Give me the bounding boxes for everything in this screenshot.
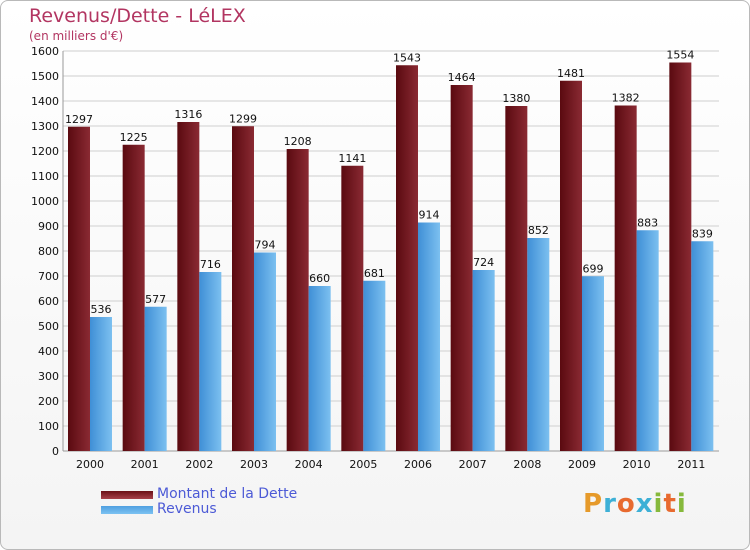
data-label-revenus-2011: 839 — [692, 227, 713, 240]
x-tick-label-2005: 2005 — [349, 458, 377, 471]
y-tick-label-1600: 1600 — [31, 45, 59, 58]
data-label-revenus-2001: 577 — [145, 293, 166, 306]
data-label-revenus-2002: 716 — [200, 258, 221, 271]
bar-dette-2006 — [396, 65, 418, 451]
y-tick-label-500: 500 — [38, 320, 59, 333]
x-tick-label-2011: 2011 — [677, 458, 705, 471]
y-tick-label-0: 0 — [52, 445, 59, 458]
chart-title: Revenus/Dette - LéLEX — [29, 5, 246, 27]
data-label-revenus-2007: 724 — [473, 256, 494, 269]
y-tick-label-200: 200 — [38, 395, 59, 408]
data-label-dette-2008: 1380 — [502, 92, 530, 105]
data-label-revenus-2006: 914 — [419, 209, 440, 222]
data-label-dette-2001: 1225 — [120, 131, 148, 144]
x-tick-label-2000: 2000 — [76, 458, 104, 471]
labels: 0 100 200 300 400 500 600 700 800 900 1000 1100 1200… — [31, 45, 713, 471]
bar-revenus-2000 — [90, 317, 112, 451]
bar-revenus-2007 — [472, 270, 495, 451]
y-tick-label-1100: 1100 — [31, 170, 59, 183]
logo-letter: i — [653, 489, 664, 519]
logo-letter: t — [663, 489, 677, 519]
y-tick-label-1300: 1300 — [31, 120, 59, 133]
bar-revenus-2011 — [691, 241, 714, 451]
bar-dette-2011 — [669, 62, 692, 451]
x-tick-label-2006: 2006 — [404, 458, 432, 471]
logo-letter: o — [616, 489, 636, 519]
bars — [68, 62, 714, 451]
y-tick-label-300: 300 — [38, 370, 59, 383]
legend-swatch-dette — [101, 491, 153, 499]
bar-dette-2004 — [286, 149, 309, 451]
logo-letter: r — [603, 489, 617, 519]
data-label-dette-2000: 1297 — [65, 113, 93, 126]
data-label-dette-2011: 1554 — [666, 49, 694, 62]
data-label-revenus-2004: 660 — [309, 272, 330, 285]
bar-dette-2005 — [341, 165, 364, 451]
logo-letter: x — [635, 489, 654, 519]
y-tick-label-600: 600 — [38, 295, 59, 308]
legend-swatch-revenus — [101, 506, 153, 514]
proxiti-logo: Proxiti — [583, 489, 687, 519]
data-label-revenus-2000: 536 — [91, 303, 112, 316]
y-tick-label-100: 100 — [38, 420, 59, 433]
y-tick-label-1200: 1200 — [31, 145, 59, 158]
y-tick-label-700: 700 — [38, 270, 59, 283]
y-tick-label-800: 800 — [38, 245, 59, 258]
bar-revenus-2010 — [636, 230, 659, 451]
bar-dette-2003 — [232, 126, 254, 451]
data-label-dette-2002: 1316 — [174, 108, 202, 121]
bar-revenus-2001 — [144, 306, 167, 451]
data-label-dette-2003: 1299 — [229, 112, 257, 125]
bar-dette-2008 — [505, 106, 528, 451]
bar-revenus-2008 — [527, 238, 550, 451]
bar-dette-2000 — [68, 126, 90, 451]
bar-revenus-2004 — [308, 286, 331, 451]
data-label-dette-2006: 1543 — [393, 51, 421, 64]
data-label-revenus-2005: 681 — [364, 267, 385, 280]
bar-dette-2007 — [450, 85, 473, 451]
legend-label-dette: Montant de la Dette — [157, 486, 298, 502]
logo-letter: i — [676, 489, 687, 519]
x-tick-label-2007: 2007 — [459, 458, 487, 471]
y-tick-label-1000: 1000 — [31, 195, 59, 208]
bar-revenus-2003 — [254, 252, 276, 451]
bar-dette-2009 — [560, 80, 582, 451]
chart-subtitle: (en milliers d'€) — [29, 29, 124, 43]
y-tick-label-1400: 1400 — [31, 95, 59, 108]
bar-revenus-2002 — [199, 272, 222, 451]
x-tick-label-2003: 2003 — [240, 458, 268, 471]
legend-label-revenus: Revenus — [157, 501, 217, 517]
data-label-revenus-2003: 794 — [255, 239, 276, 252]
grid — [62, 50, 719, 452]
x-tick-label-2010: 2010 — [623, 458, 651, 471]
bar-dette-2002 — [177, 122, 200, 451]
x-tick-label-2008: 2008 — [513, 458, 541, 471]
bar-dette-2010 — [614, 105, 637, 451]
bar-dette-2001 — [122, 144, 145, 451]
x-tick-label-2004: 2004 — [295, 458, 323, 471]
x-tick-label-2001: 2001 — [131, 458, 159, 471]
x-tick-label-2009: 2009 — [568, 458, 596, 471]
bar-revenus-2006 — [418, 222, 440, 451]
bar-revenus-2005 — [363, 280, 386, 451]
data-label-dette-2007: 1464 — [448, 71, 476, 84]
data-label-dette-2004: 1208 — [284, 135, 312, 148]
x-tick-label-2002: 2002 — [185, 458, 213, 471]
logo-letter: P — [583, 489, 604, 519]
data-label-revenus-2008: 852 — [528, 224, 549, 237]
y-tick-label-900: 900 — [38, 220, 59, 233]
data-label-dette-2005: 1141 — [338, 152, 366, 165]
data-label-revenus-2010: 883 — [637, 216, 658, 229]
data-label-revenus-2009: 699 — [583, 262, 604, 275]
y-tick-label-400: 400 — [38, 345, 59, 358]
bar-revenus-2009 — [582, 276, 604, 451]
data-label-dette-2010: 1382 — [612, 92, 640, 105]
y-tick-label-1500: 1500 — [31, 70, 59, 83]
data-label-dette-2009: 1481 — [557, 67, 585, 80]
